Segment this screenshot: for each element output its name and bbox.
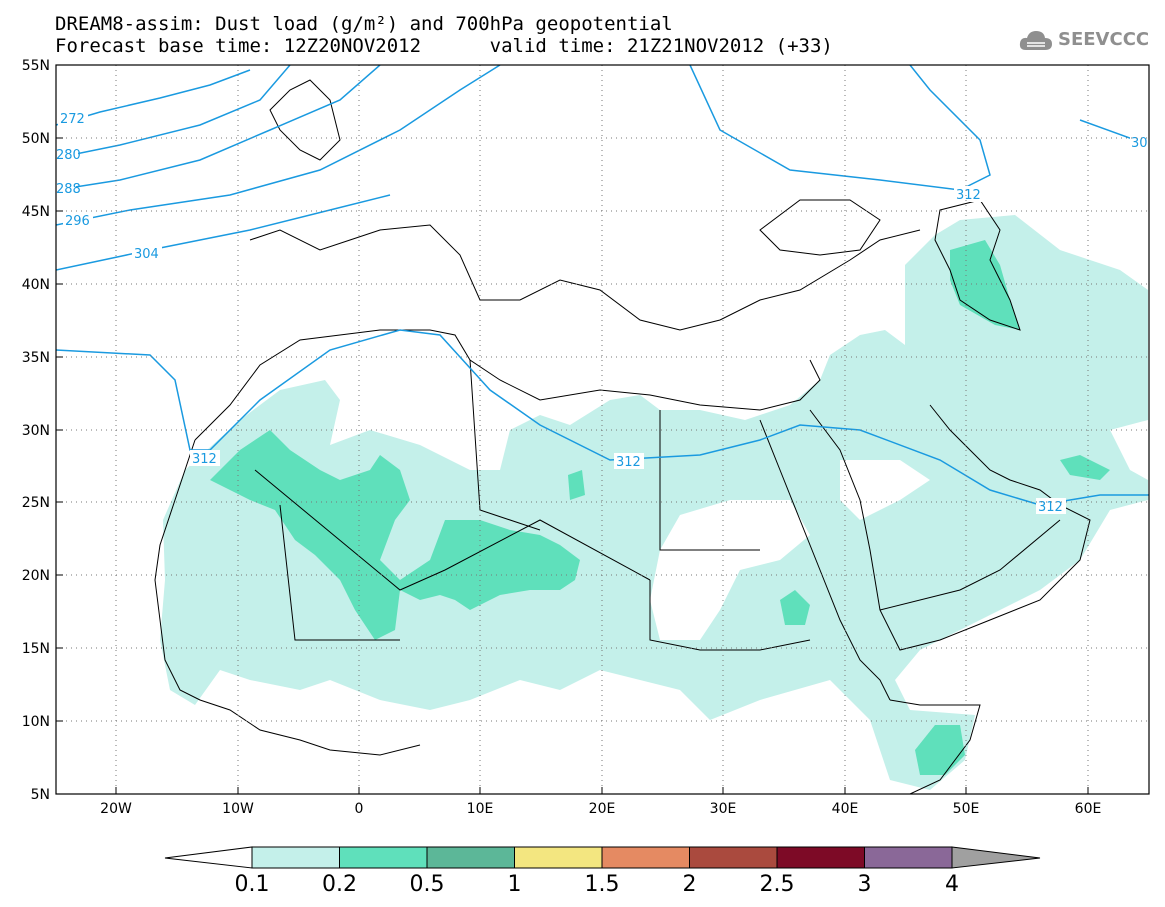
contour-label: 312 [1038, 500, 1063, 515]
contour-label: 296 [65, 214, 90, 229]
dust-hole-east-sahara [650, 500, 810, 640]
contour-296 [56, 65, 501, 226]
tick-marks [56, 137, 1089, 794]
contour-label: 280 [56, 148, 81, 163]
contour-label: 304 [134, 247, 159, 262]
coast-uk [269, 79, 341, 161]
colorbar-swatch [776, 846, 865, 869]
colorbar-swatch [514, 846, 603, 869]
colorbar-label: 2 [682, 872, 697, 897]
x-tick-labels: 20W 10W 0 10E 20E 30E 40E 50E 60E [100, 801, 1101, 817]
seevccc-logo: SEEVCCC [1018, 26, 1158, 56]
colorbar-swatch [426, 846, 515, 869]
x-tick-label: 20E [589, 801, 616, 817]
x-tick-label: 20W [100, 801, 132, 817]
colorbar-under-arrow [164, 846, 253, 869]
colorbar-swatch [251, 846, 340, 869]
colorbar-swatch [601, 846, 690, 869]
title-line-2: Forecast base time: 12Z20NOV2012 valid t… [55, 35, 833, 57]
contour-label: 30 [1131, 136, 1148, 151]
colorbar-label: 1 [507, 872, 522, 897]
y-tick-label: 15N [22, 641, 50, 657]
x-tick-label: 10E [467, 801, 494, 817]
y-tick-label: 35N [22, 350, 50, 366]
coast-africa-atlantic [154, 439, 421, 756]
contour-288 [56, 65, 381, 191]
coast-arabia [809, 404, 1091, 651]
coast-black-sea [759, 199, 881, 256]
x-tick-label: 0 [355, 801, 364, 817]
coast-horn [889, 699, 981, 794]
x-tick-label: 50E [953, 801, 980, 817]
colorbar-label: 2.5 [759, 872, 795, 897]
dust-region-sahara [160, 215, 1148, 790]
y-tick-label: 40N [22, 277, 50, 293]
dust-region-libya [568, 470, 585, 500]
colorbar-swatch [864, 846, 953, 869]
logo-text: SEEVCCC [1058, 29, 1150, 50]
contour-label: 288 [56, 182, 81, 197]
y-tick-labels: 55N 50N 45N 40N 35N 30N 25N 20N 15N 10N … [22, 58, 50, 803]
colorbar-label: 3 [857, 872, 872, 897]
graticule [56, 65, 1149, 794]
colorbar-label: 1.5 [584, 872, 620, 897]
colorbar-label: 0.2 [322, 872, 357, 897]
title-line-1: DREAM8-assim: Dust load (g/m²) and 700hP… [55, 13, 673, 35]
border-sudan [649, 580, 811, 651]
contour-304 [56, 194, 391, 271]
colorbar-swatch [339, 846, 428, 869]
y-tick-label: 30N [22, 423, 50, 439]
coastlines [154, 79, 1091, 794]
coast-africa-west [194, 329, 821, 441]
coast-caspian [934, 199, 1021, 331]
y-tick-label: 10N [22, 714, 50, 730]
colorbar-label: 0.1 [234, 872, 270, 897]
dust-region-gulf [1060, 455, 1110, 480]
dust-region-core-west [210, 430, 580, 640]
contour-label: 312 [192, 452, 217, 467]
x-tick-label: 40E [832, 801, 859, 817]
border-saudi [879, 519, 1061, 611]
contour-label: 312 [616, 455, 641, 470]
y-tick-label: 20N [22, 568, 50, 584]
y-tick-label: 55N [22, 58, 50, 74]
dust-hole-red-sea [840, 460, 930, 520]
dust-region-sudan [780, 590, 810, 625]
contour-labels: 272 280 288 296 304 312 312 312 312 30 [56, 110, 1149, 515]
border-sahara-2 [279, 504, 400, 641]
contour-280 [56, 65, 291, 159]
contour-label: 312 [956, 188, 981, 203]
colorbar-label: 0.5 [409, 872, 445, 897]
dust-shading [160, 215, 1148, 790]
x-tick-label: 60E [1075, 801, 1102, 817]
y-tick-label: 25N [22, 495, 50, 511]
coast-red-sea [759, 419, 891, 701]
border-sahara-1 [254, 469, 651, 591]
x-tick-label: 10W [222, 801, 254, 817]
x-tick-label: 30E [710, 801, 737, 817]
y-tick-label: 5N [31, 787, 50, 803]
contour-312-north [689, 65, 991, 191]
colorbar [164, 846, 1041, 869]
dust-region-caspian [950, 240, 1020, 330]
colorbar-over-arrow [951, 846, 1041, 869]
colorbar-label: 4 [945, 872, 959, 897]
y-tick-label: 50N [22, 131, 50, 147]
cloud-icon [1019, 31, 1052, 50]
y-tick-label: 45N [22, 204, 50, 220]
coast-europe [249, 224, 921, 331]
colorbar-swatch [689, 846, 778, 869]
contour-label: 272 [60, 112, 85, 127]
